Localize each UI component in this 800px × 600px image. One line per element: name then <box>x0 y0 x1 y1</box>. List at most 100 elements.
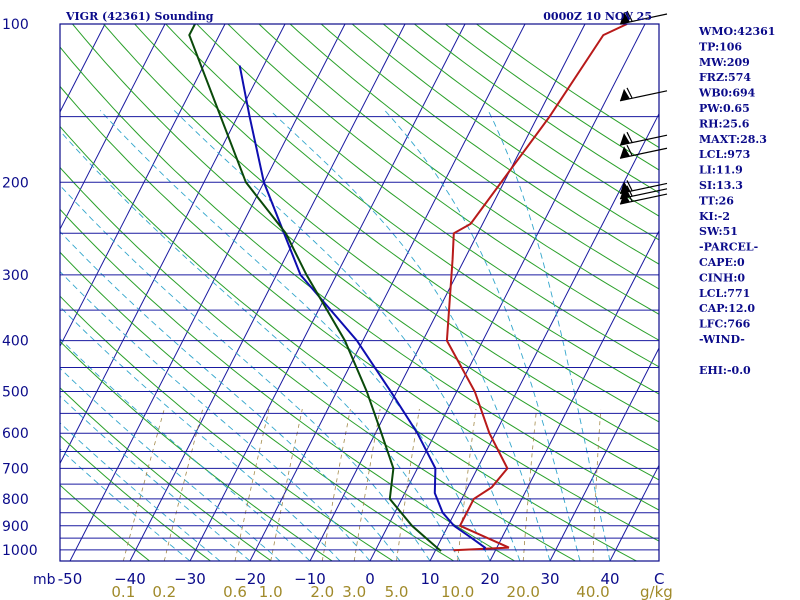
index-line: SI:13.3 <box>699 179 743 192</box>
pressure-tick-label: 300 <box>2 268 29 284</box>
mixing-ratio-tick-label: 0.2 <box>152 583 176 600</box>
mixing-ratio-tick-label: 0.6 <box>223 583 247 600</box>
dry-adiabat-line <box>60 125 637 561</box>
plot-area <box>60 24 659 561</box>
mixing-ratio-line <box>592 409 602 561</box>
dry-adiabat-line <box>196 24 659 368</box>
mixing-ratio-tick-label: 5.0 <box>385 583 409 600</box>
mixing-ratio-tick-label: 10.0 <box>441 583 474 600</box>
isotherm-line <box>60 24 226 348</box>
isotherm-line <box>369 24 646 561</box>
mixing-ratio-line <box>234 409 270 561</box>
dry-adiabat-line <box>382 24 659 217</box>
wind-barb <box>619 144 668 159</box>
dry-adiabat-line <box>72 24 659 481</box>
sounding-title: VIGR (42361) Sounding <box>65 10 214 23</box>
pressure-tick-label: 200 <box>2 175 29 191</box>
mixing-ratio-tick-label: 2.0 <box>310 583 334 600</box>
dry-adiabat-line <box>60 208 515 561</box>
index-line: RH:25.6 <box>699 117 750 130</box>
dry-adiabat-line <box>445 24 659 171</box>
wind-barb <box>619 190 668 205</box>
index-line: LCL:771 <box>699 287 750 300</box>
index-line: TT:26 <box>699 194 734 207</box>
dry-adiabat-line <box>320 24 659 265</box>
dry-adiabat-line <box>227 24 659 341</box>
index-line: EHI:-0.0 <box>699 364 751 377</box>
grid-lines <box>0 24 659 561</box>
mixing-ratio-tick-label: 40.0 <box>576 583 609 600</box>
dry-adiabat-line <box>60 295 394 561</box>
sounding-profiles <box>188 24 628 552</box>
index-line: WMO:42361 <box>698 25 775 38</box>
wind-barb <box>619 185 668 200</box>
mixing-ratio-line <box>122 408 165 561</box>
mixing-ratio-line <box>321 409 351 561</box>
moist-adiabat-line <box>173 110 521 561</box>
dry-adiabat-line <box>258 24 659 315</box>
isotherm-line <box>60 24 166 231</box>
temperature-tick-label: 20 <box>480 570 499 588</box>
isotherm-line <box>0 24 45 561</box>
pressure-tick-label: 500 <box>2 385 29 401</box>
index-line: KI:-2 <box>699 210 730 223</box>
mixing-ratio-tick-label: 3.0 <box>342 583 366 600</box>
isotherm-line <box>249 24 526 561</box>
mixing-ratio-tick-label: 1.0 <box>259 583 283 600</box>
index-line: -WIND- <box>699 333 745 346</box>
dry-adiabat-line <box>414 24 659 194</box>
index-line: LFC:766 <box>699 318 751 331</box>
index-line: LI:11.9 <box>699 164 743 177</box>
index-line: WB0:694 <box>698 87 756 100</box>
temperature-tick-label: −40 <box>114 570 146 588</box>
moist-adiabat-line <box>384 110 581 561</box>
index-line: -PARCEL- <box>699 241 758 254</box>
temperature-tick-label: −20 <box>234 570 266 588</box>
pressure-tick-label: 400 <box>2 334 29 350</box>
isotherm-line <box>429 112 659 561</box>
wind-barb <box>619 131 668 146</box>
index-line: CINH:0 <box>699 271 745 284</box>
isotherm-line <box>549 347 659 561</box>
wind-barb <box>619 10 668 25</box>
index-line: CAPE:0 <box>699 256 745 269</box>
temperature-tick-label: -50 <box>58 570 83 588</box>
plot-frame <box>59 23 660 562</box>
isotherm-line <box>129 24 406 561</box>
index-line: MAXT:28.3 <box>699 133 767 146</box>
index-line: SW:51 <box>699 225 738 238</box>
index-line: TP:106 <box>699 40 742 53</box>
mixing-ratio-line <box>457 409 477 561</box>
mixing-ratio-line <box>396 409 420 561</box>
dry-adiabat-line <box>60 166 576 561</box>
mixing-ratio-line <box>353 409 381 561</box>
pressure-tick-label: 100 <box>2 17 29 33</box>
pressure-unit-label: mb <box>33 572 56 588</box>
mixing-ratio-unit-label: g/kg <box>640 583 673 600</box>
index-line: MW:209 <box>699 56 750 69</box>
index-line: FRZ:574 <box>699 71 751 84</box>
pressure-tick-label: 1000 <box>2 543 38 559</box>
mixing-ratio-line <box>270 409 303 561</box>
dry-adiabat-line <box>476 24 659 149</box>
temperature-tick-label: −10 <box>294 570 326 588</box>
dry-adiabat-line <box>60 251 455 561</box>
isotherm-line <box>60 24 286 465</box>
isotherm-line <box>189 24 466 561</box>
mixing-ratio-line <box>163 409 204 561</box>
temperature-tick-label: 40 <box>600 570 619 588</box>
moist-adiabat-line <box>60 270 371 561</box>
pressure-tick-label: 700 <box>2 461 29 477</box>
isotherm-line <box>609 464 659 561</box>
pressure-tick-label: 600 <box>2 426 29 442</box>
temperature-tick-label: 30 <box>540 570 559 588</box>
sounding-time: 0000Z 10 NOV 25 <box>543 10 652 23</box>
dry-adiabat-line <box>103 24 659 452</box>
dewpoint-profile-line <box>238 65 487 551</box>
temperature-tick-label: −30 <box>174 570 206 588</box>
index-line: LCL:973 <box>699 148 750 161</box>
dry-adiabat-line <box>165 24 659 395</box>
index-line: CAP:12.0 <box>699 302 755 315</box>
dry-adiabat-line <box>60 387 272 561</box>
